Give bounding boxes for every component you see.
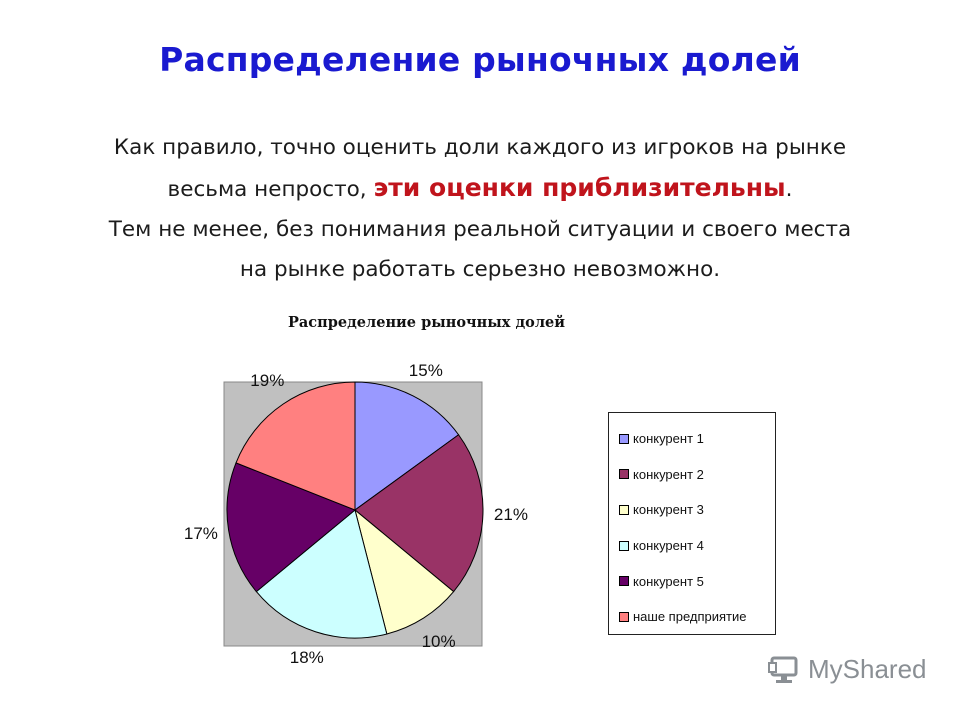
data-label: 18% bbox=[289, 648, 324, 668]
body-line-2: весьма непросто, эти оценки приблизитель… bbox=[20, 168, 940, 210]
data-label: 21% bbox=[493, 504, 528, 524]
legend-item: конкурент 1 bbox=[609, 421, 775, 457]
legend: конкурент 1 конкурент 2 конкурент 3 конкуре… bbox=[608, 412, 776, 635]
data-label: 10% bbox=[421, 631, 456, 651]
body-line-3: Тем не менее, без понимания реальной сит… bbox=[108, 217, 852, 242]
legend-swatch bbox=[619, 504, 629, 515]
legend-swatch bbox=[619, 540, 629, 551]
legend-item: конкурент 5 bbox=[609, 563, 775, 599]
data-label: 17% bbox=[183, 524, 218, 544]
pie-slice bbox=[226, 462, 356, 593]
data-label: 19% bbox=[250, 370, 285, 390]
legend-swatch bbox=[619, 433, 629, 444]
monitor-icon bbox=[768, 656, 798, 683]
data-label: 15% bbox=[408, 361, 443, 380]
pie-slice bbox=[354, 508, 455, 635]
legend-label: конкурент 3 bbox=[633, 502, 704, 518]
legend-label: конкурент 5 bbox=[633, 573, 704, 589]
watermark-logo: MyShared bbox=[768, 654, 927, 685]
legend-label: конкурент 2 bbox=[633, 466, 704, 482]
body-line-2-post: . bbox=[785, 177, 793, 202]
legend-label: наше предприятие bbox=[633, 609, 747, 625]
pie-slice bbox=[354, 381, 460, 511]
legend-item: конкурент 2 bbox=[609, 457, 775, 493]
legend-label: конкурент 1 bbox=[633, 431, 704, 447]
body-line-2-pre: весьма непросто, bbox=[167, 177, 374, 202]
legend-swatch bbox=[619, 576, 629, 587]
body-emphasis: эти оценки приблизительны bbox=[373, 173, 786, 202]
legend-label: конкурент 4 bbox=[633, 538, 704, 554]
body-text: Как правило, точно оценить доли каждого … bbox=[20, 128, 940, 290]
legend-swatch bbox=[619, 469, 629, 480]
pie-slice bbox=[255, 509, 388, 639]
chart-title: Распределение рыночных долей bbox=[288, 314, 566, 331]
watermark-text: MyShared bbox=[808, 654, 927, 684]
legend-item: наше предприятие bbox=[609, 599, 775, 635]
pie-slice bbox=[354, 434, 484, 593]
slide-title: Распределение рыночных долей bbox=[159, 40, 801, 79]
body-line-4: на рынке работать серьезно невозможно. bbox=[239, 257, 721, 282]
legend-item: конкурент 3 bbox=[609, 492, 775, 528]
pie-slice bbox=[235, 381, 356, 511]
body-line-1: Как правило, точно оценить доли каждого … bbox=[113, 135, 847, 160]
legend-swatch bbox=[619, 611, 629, 622]
legend-item: конкурент 4 bbox=[609, 528, 775, 564]
